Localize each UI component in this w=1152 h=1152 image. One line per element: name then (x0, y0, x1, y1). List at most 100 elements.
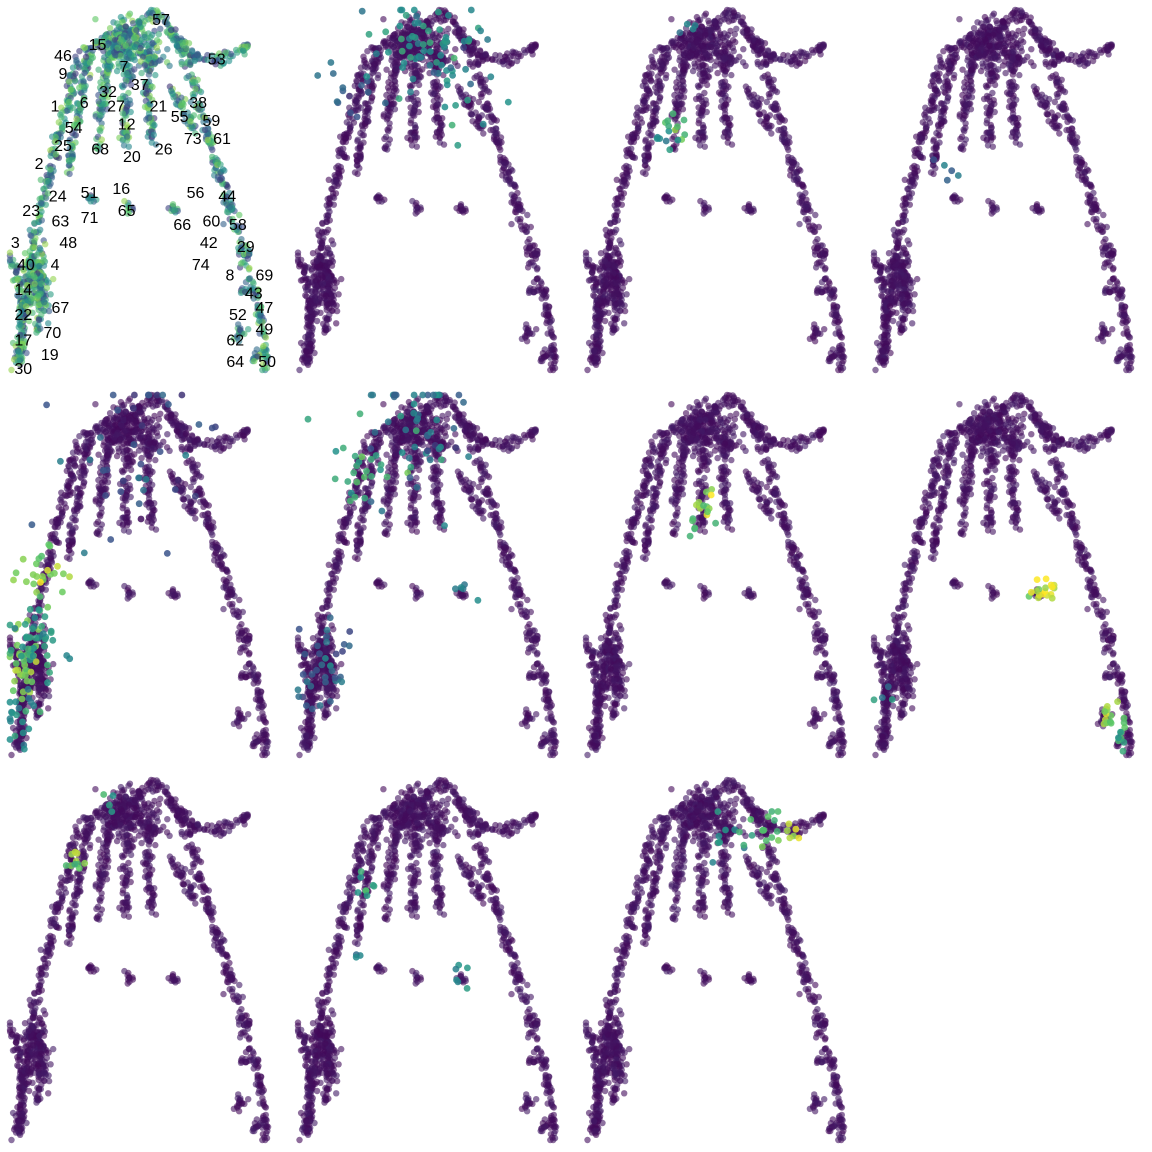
cell-point (725, 83, 732, 91)
cell-point (147, 15, 154, 22)
highlight-point (484, 36, 491, 43)
cell-point (126, 50, 133, 57)
cell-point (468, 111, 475, 118)
cell-point (694, 38, 702, 45)
cluster-label-15: 15 (89, 37, 107, 54)
cell-point (763, 98, 770, 106)
highlight-point (426, 61, 434, 69)
cell-point (345, 130, 352, 137)
cell-point (766, 78, 773, 86)
cell-point (642, 158, 649, 165)
cell-point (335, 291, 342, 298)
highlight-point (417, 54, 425, 61)
cell-point (832, 317, 839, 324)
cell-point (164, 46, 171, 53)
cell-point (59, 123, 66, 131)
cluster-label-63: 63 (52, 214, 70, 231)
cell-point (717, 33, 724, 41)
cell-point (534, 264, 541, 272)
cell-point (6, 256, 14, 264)
cell-point (45, 178, 52, 186)
cell-point (185, 72, 192, 80)
cell-point (689, 67, 697, 75)
cell-point (312, 282, 319, 289)
cell-point (382, 145, 389, 152)
cell-point (323, 316, 331, 324)
cell-point (328, 299, 336, 306)
cell-point (246, 264, 253, 272)
cell-point (471, 45, 478, 52)
cell-point (40, 257, 47, 264)
cell-point (259, 324, 266, 332)
cell-point (316, 232, 323, 239)
cell-point (759, 45, 766, 52)
cell-point (763, 118, 770, 125)
cell-point (834, 303, 841, 310)
cluster-label-52: 52 (229, 307, 247, 324)
cell-point (822, 275, 830, 282)
cluster-label-65: 65 (118, 203, 136, 220)
cell-point (324, 262, 331, 270)
cell-point (124, 100, 131, 107)
cell-point (368, 95, 375, 102)
cell-point (57, 111, 64, 118)
cell-point (384, 126, 391, 133)
cell-point (826, 285, 833, 292)
cluster-label-14: 14 (14, 282, 32, 299)
cell-point (63, 107, 70, 115)
cluster-label-67: 67 (52, 300, 70, 317)
cluster-label-59: 59 (203, 113, 221, 130)
highlight-point (396, 22, 404, 30)
cell-point (493, 125, 500, 133)
highlight-point (411, 19, 419, 27)
cell-point (658, 53, 666, 61)
cluster-label-66: 66 (173, 217, 191, 234)
cell-point (240, 47, 247, 54)
cell-point (592, 321, 600, 328)
cell-point (369, 44, 376, 51)
cell-point (648, 70, 655, 77)
cell-point (122, 23, 129, 30)
cell-point (727, 54, 734, 61)
cell-point (42, 241, 49, 248)
cell-point (52, 151, 60, 158)
cell-point (817, 330, 824, 338)
cell-point (219, 166, 227, 173)
cell-point (214, 159, 222, 166)
highlight-point (441, 103, 449, 111)
highlight-point (436, 26, 444, 33)
cluster-label-16: 16 (112, 181, 130, 198)
cell-point (364, 48, 371, 55)
cell-point (167, 87, 175, 95)
cell-point (788, 60, 795, 68)
cell-point (302, 276, 309, 284)
highlight-point (406, 42, 413, 50)
cell-point (722, 114, 729, 122)
cell-point (746, 37, 753, 44)
highlight-point (430, 69, 438, 76)
cell-point (328, 257, 335, 264)
cell-point (86, 74, 94, 82)
cluster-label-19: 19 (41, 347, 59, 364)
cell-point (550, 334, 558, 341)
cell-point (582, 249, 590, 256)
cell-point (697, 197, 704, 205)
cell-point (412, 100, 419, 107)
cell-point (412, 210, 419, 217)
cell-point (770, 51, 777, 58)
cell-point (747, 207, 754, 214)
cell-point (141, 62, 149, 69)
highlight-point (435, 8, 442, 16)
cell-point (492, 56, 499, 63)
highlight-point (346, 92, 353, 100)
cluster-label-51: 51 (81, 185, 99, 202)
cell-point (727, 122, 734, 129)
cell-point (743, 87, 751, 95)
cell-point (340, 151, 348, 158)
cluster-label-21: 21 (150, 98, 168, 115)
cell-point (81, 69, 88, 77)
cell-point (539, 357, 546, 365)
cell-point (756, 111, 763, 118)
cluster-label-6: 6 (80, 95, 89, 112)
